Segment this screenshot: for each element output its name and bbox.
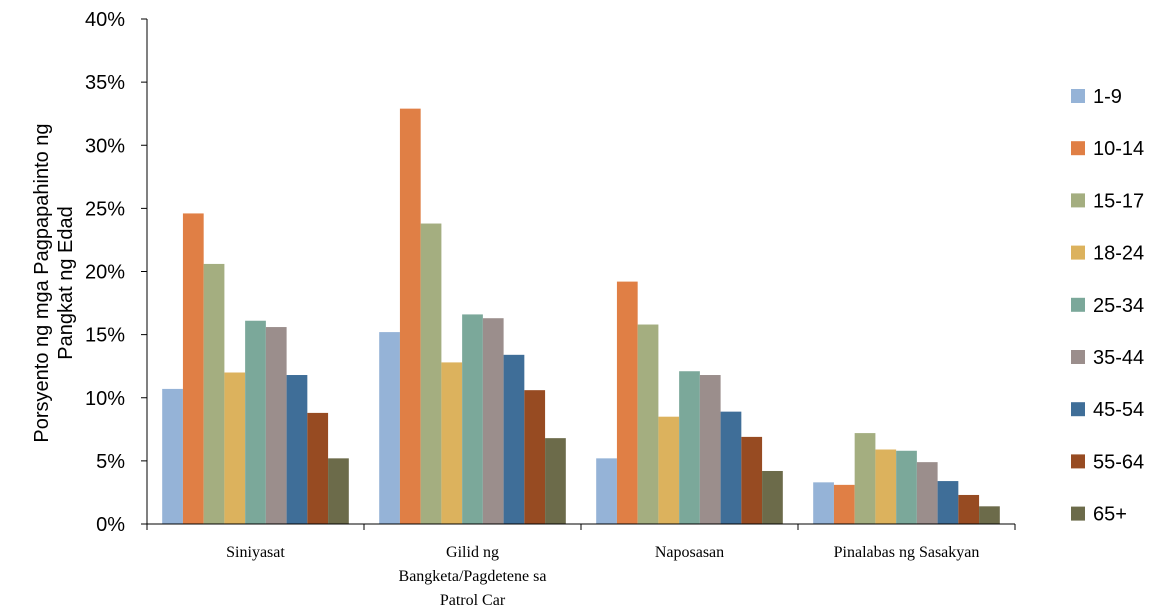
bar	[482, 318, 504, 524]
bar	[658, 416, 680, 524]
y-tick-label: 20%	[85, 262, 125, 284]
x-category-label: Patrol Car	[440, 592, 506, 609]
legend-label: 65+	[1093, 504, 1127, 526]
bar	[503, 354, 525, 524]
y-axis-title-line-2: Pangkat ng Edad	[55, 206, 77, 359]
bar	[813, 482, 834, 524]
bar	[679, 371, 700, 524]
y-axis-title-line-1: Porsyento ng mga Pagpapahinto ng	[31, 123, 53, 442]
legend-swatch	[1071, 193, 1085, 208]
bar	[875, 449, 897, 524]
bar	[979, 506, 1000, 524]
y-tick-label: 15%	[85, 325, 125, 347]
y-tick-label: 0%	[96, 514, 125, 536]
x-category-label: Bangketa/Pagdetene sa	[399, 568, 547, 585]
legend-swatch	[1071, 454, 1085, 469]
bars	[162, 108, 1000, 524]
bar	[379, 332, 400, 524]
bar	[896, 450, 917, 524]
legend: 1-9 10-14 15-17 18-24 25-34 35-44 45-54 55-64 65…	[1071, 86, 1144, 526]
legend-swatch	[1071, 89, 1085, 103]
bar	[182, 213, 204, 524]
y-tick-label: 40%	[85, 9, 125, 31]
bar	[616, 281, 638, 524]
bar	[833, 484, 855, 524]
bar	[741, 436, 763, 524]
legend-swatch	[1071, 245, 1085, 260]
legend-label: 18-24	[1093, 243, 1144, 265]
bar	[524, 390, 546, 524]
y-tick-label: 30%	[85, 135, 125, 157]
x-category-label: Siniyasat	[226, 544, 285, 561]
x-category-label: Naposasan	[655, 544, 724, 561]
legend-swatch	[1071, 402, 1085, 417]
y-tick-label: 10%	[85, 388, 125, 410]
x-axis-labels: Siniyasat Gilid ng Bangketa/Pagdetene sa Pa…	[226, 544, 979, 609]
legend-label: 55-64	[1093, 451, 1144, 473]
legend-label: 35-44	[1093, 347, 1144, 369]
axes	[146, 19, 1016, 530]
bar	[399, 108, 421, 524]
bar	[720, 411, 742, 524]
bar	[441, 362, 463, 524]
bar	[916, 462, 938, 524]
x-category-label: Gilid ng	[446, 544, 499, 561]
bar	[545, 438, 566, 524]
bar	[596, 458, 617, 524]
y-axis-title: Porsyento ng mga Pagpapahinto ng Pangkat…	[31, 123, 77, 442]
y-axis-ticks: 0% 5% 10% 15% 20% 25% 30% 35% 40%	[85, 9, 147, 536]
bar	[307, 412, 329, 524]
bar	[245, 320, 266, 524]
bar	[224, 372, 246, 524]
legend-label: 15-17	[1093, 190, 1144, 212]
bar	[937, 481, 959, 524]
bar	[958, 494, 980, 524]
bar	[762, 470, 783, 524]
y-tick-label: 25%	[85, 198, 125, 220]
bar	[265, 327, 287, 524]
y-tick-label: 35%	[85, 72, 125, 94]
legend-label: 45-54	[1093, 399, 1144, 421]
bar	[462, 314, 483, 524]
bar	[203, 263, 225, 524]
bar	[162, 388, 183, 524]
x-category-label: Pinalabas ng Sasakyan	[834, 544, 980, 561]
y-tick-label: 5%	[96, 451, 125, 473]
legend-swatch	[1071, 297, 1085, 312]
legend-label: 10-14	[1093, 138, 1144, 160]
bar	[328, 458, 349, 524]
legend-label: 25-34	[1093, 295, 1144, 317]
bar	[854, 433, 876, 524]
bar	[420, 223, 442, 524]
legend-swatch	[1071, 350, 1085, 364]
bar	[286, 375, 308, 524]
bar	[637, 324, 659, 524]
legend-swatch	[1071, 141, 1085, 156]
bar	[699, 375, 721, 524]
legend-label: 1-9	[1093, 86, 1122, 108]
legend-swatch	[1071, 506, 1085, 521]
